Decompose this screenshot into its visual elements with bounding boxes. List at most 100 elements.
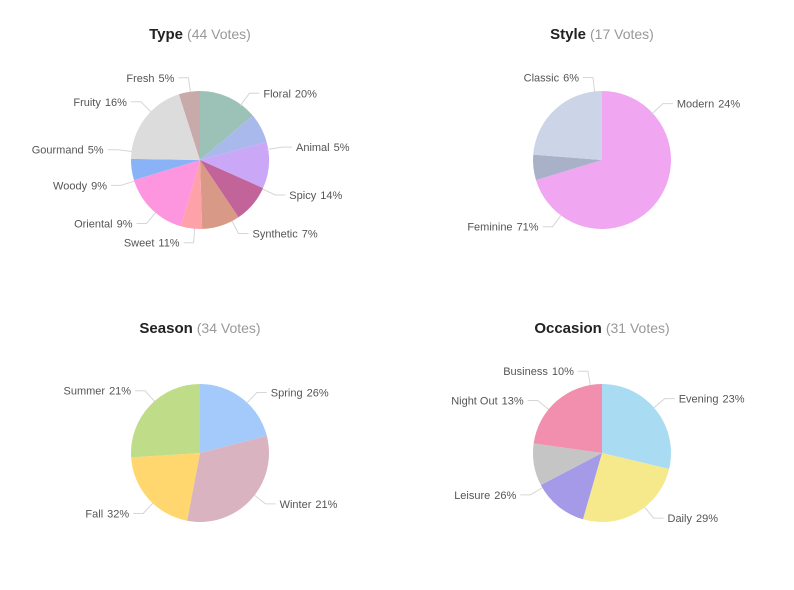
slice-label-name: Business <box>503 366 548 378</box>
chart-vote-count: (34 Votes) <box>197 320 261 336</box>
pie-slice-woody[interactable] <box>200 160 239 229</box>
slice-label-percent: 10% <box>552 366 574 378</box>
leader-line-fresh <box>178 77 192 94</box>
slice-label-percent: 26% <box>494 490 516 502</box>
slice-label-summer: Summer 21% <box>64 386 132 398</box>
pie-slice-synthetic[interactable] <box>200 115 267 160</box>
chart-title: Type (44 Votes) <box>149 26 251 43</box>
slice-label-name: Oriental <box>74 219 113 231</box>
slice-label-name: Woody <box>53 180 88 192</box>
leader-line-evening <box>652 398 675 409</box>
pie-slice-classic[interactable] <box>533 154 602 181</box>
leader-line-fall <box>133 501 155 514</box>
slice-label-floral: Floral 20% <box>263 88 317 100</box>
leader-line-leisure <box>520 486 544 496</box>
pie-slice-modern[interactable] <box>533 91 602 160</box>
leader-line-modern <box>651 103 673 115</box>
slice-label-modern: Modern 24% <box>677 99 741 111</box>
chart-title: Season (34 Votes) <box>139 320 260 337</box>
slice-label-evening: Evening 23% <box>679 394 745 406</box>
pie-slice-spicy[interactable] <box>200 91 253 160</box>
leader-line-woody <box>111 180 136 186</box>
slice-label-synthetic: Synthetic 7% <box>253 229 318 241</box>
slice-label-percent: 9% <box>117 219 133 231</box>
slice-label-name: Synthetic <box>253 229 299 241</box>
slice-label-name: Fruity <box>73 97 101 109</box>
slice-label-winter: Winter 21% <box>280 499 338 511</box>
leader-line-summer <box>135 390 156 403</box>
leader-line-night-out <box>527 400 550 411</box>
leader-line-floral <box>239 92 260 106</box>
slice-label-percent: 24% <box>718 99 740 111</box>
slice-label-spring: Spring 26% <box>271 388 329 400</box>
pie-slice-summer[interactable] <box>131 453 200 521</box>
slice-label-name: Fall <box>85 509 103 521</box>
leader-line-gourmand <box>107 149 133 153</box>
pie-slice-fall[interactable] <box>187 435 269 523</box>
slice-label-name: Daily <box>668 513 693 525</box>
pie-slice-sweet[interactable] <box>200 141 270 189</box>
pie-slice-feminine[interactable] <box>535 90 672 229</box>
leader-line-sweet <box>183 227 196 244</box>
slice-label-spicy: Spicy 14% <box>289 190 342 202</box>
slice-label-percent: 16% <box>105 97 127 109</box>
slice-label-fall: Fall 32% <box>85 509 129 521</box>
slice-label-name: Winter <box>280 499 312 511</box>
chart-title-text: Season <box>139 320 192 337</box>
slice-label-daily: Daily 29% <box>668 513 719 525</box>
slice-label-name: Night Out <box>451 396 497 408</box>
slice-label-name: Fresh <box>126 73 154 85</box>
chart-title-text: Style <box>550 26 586 43</box>
slice-label-percent: 20% <box>295 88 317 100</box>
slice-label-name: Gourmand <box>32 145 84 157</box>
leader-line-synthetic <box>230 219 249 234</box>
pie-slice-floral[interactable] <box>131 94 200 160</box>
slice-label-woody: Woody 9% <box>53 180 107 192</box>
leader-line-business <box>577 370 591 387</box>
leader-line-spicy <box>261 188 286 196</box>
slice-label-percent: 21% <box>109 386 131 398</box>
pie-slice-leisure[interactable] <box>582 453 670 522</box>
slice-label-percent: 5% <box>158 73 174 85</box>
leader-line-winter <box>253 494 276 505</box>
slice-label-fresh: Fresh 5% <box>126 73 174 85</box>
pie-chart-season: Season (34 Votes)Winter 21%Fall 32%Summer 21… <box>64 320 338 523</box>
slice-label-fruity: Fruity 16% <box>73 97 127 109</box>
slice-label-name: Animal <box>296 142 330 154</box>
pie-slice-evening[interactable] <box>533 384 602 453</box>
slice-label-percent: 29% <box>696 513 718 525</box>
pie-slice-gourmand[interactable] <box>180 160 203 230</box>
pie-slice-fruity[interactable] <box>133 160 200 227</box>
pie-slice-spring[interactable] <box>131 384 200 458</box>
leader-line-spring <box>245 392 267 405</box>
leader-line-oriental <box>136 211 157 224</box>
slice-label-name: Evening <box>679 394 719 406</box>
slice-label-sweet: Sweet 11% <box>124 238 180 250</box>
pie-slice-animal[interactable] <box>178 91 200 160</box>
chart-vote-count: (31 Votes) <box>606 320 670 336</box>
slice-label-percent: 5% <box>334 142 350 154</box>
pie-chart-type: Type (44 Votes) Spicy 14% Synthetic 7% Sweet 11… <box>32 26 350 250</box>
slice-label-percent: 11% <box>158 238 179 250</box>
chart-title-text: Type <box>149 26 183 43</box>
pie-slice-winter[interactable] <box>200 384 267 453</box>
pie-chart-occasion: Occasion (31 Votes) Daily 29% Leisure 26% Nigh… <box>451 320 745 525</box>
slice-label-name: Classic <box>524 73 560 85</box>
slice-label-oriental: Oriental 9% <box>74 219 133 231</box>
chart-vote-count: (44 Votes) <box>187 26 251 42</box>
pie-slice-night-out[interactable] <box>540 453 602 520</box>
chart-title: Style (17 Votes) <box>550 26 654 43</box>
pie-slice-business[interactable] <box>532 443 602 485</box>
chart-title-text: Occasion <box>534 320 602 337</box>
pie-slice-fresh[interactable] <box>131 158 200 181</box>
slice-label-percent: 7% <box>302 229 318 241</box>
slice-label-name: Spicy <box>289 190 316 202</box>
slice-label-name: Summer <box>64 386 106 398</box>
slice-label-percent: 5% <box>88 145 104 157</box>
slice-label-business: Business 10% <box>503 366 574 378</box>
slice-label-percent: 9% <box>91 180 107 192</box>
chart-vote-count: (17 Votes) <box>590 26 654 42</box>
pie-slice-daily[interactable] <box>602 384 671 469</box>
leader-line-feminine <box>542 214 563 228</box>
pie-slice-oriental[interactable] <box>200 160 264 218</box>
